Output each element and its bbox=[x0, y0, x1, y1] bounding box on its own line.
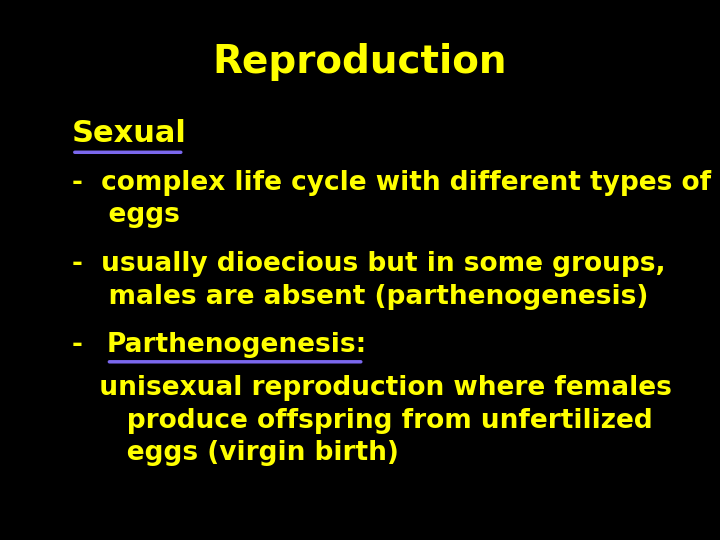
Text: -  usually dioecious but in some groups,: - usually dioecious but in some groups, bbox=[72, 251, 665, 277]
Text: unisexual reproduction where females: unisexual reproduction where females bbox=[72, 375, 672, 401]
Text: males are absent (parthenogenesis): males are absent (parthenogenesis) bbox=[72, 284, 649, 309]
Text: produce offspring from unfertilized: produce offspring from unfertilized bbox=[72, 408, 653, 434]
Text: eggs: eggs bbox=[72, 202, 180, 228]
Text: eggs (virgin birth): eggs (virgin birth) bbox=[72, 440, 399, 466]
Text: -  complex life cycle with different types of: - complex life cycle with different type… bbox=[72, 170, 711, 196]
Text: Reproduction: Reproduction bbox=[212, 43, 508, 81]
Text: -: - bbox=[72, 332, 101, 358]
Text: Sexual: Sexual bbox=[72, 119, 187, 148]
Text: Parthenogenesis:: Parthenogenesis: bbox=[107, 332, 366, 358]
